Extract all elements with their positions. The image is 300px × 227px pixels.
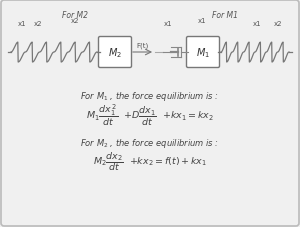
Text: $M_1$: $M_1$ (196, 46, 210, 60)
Text: x1: x1 (164, 21, 172, 27)
Text: x2: x2 (274, 21, 282, 27)
Text: $M_1\dfrac{dx_1^{\,2}}{dt}$  $+ D\dfrac{dx_1}{dt}$  $+ kx_1 = kx_2$: $M_1\dfrac{dx_1^{\,2}}{dt}$ $+ D\dfrac{d… (86, 102, 214, 127)
Text: x1: x1 (253, 21, 261, 27)
Text: x1: x1 (198, 18, 206, 24)
Text: x2: x2 (71, 18, 79, 24)
Text: x2: x2 (34, 21, 42, 27)
Text: F(t): F(t) (136, 43, 148, 49)
Text: $M_2\dfrac{dx_2}{dt}$  $+ kx_2 = f(t) + kx_1$: $M_2\dfrac{dx_2}{dt}$ $+ kx_2 = f(t) + k… (93, 150, 207, 173)
Text: $M_2$: $M_2$ (108, 46, 122, 60)
Text: For $M_1$ , the force equilibrium is :: For $M_1$ , the force equilibrium is : (80, 89, 220, 102)
Text: x1: x1 (18, 21, 26, 27)
Text: For M2: For M2 (62, 10, 88, 20)
Text: For $M_2$ , the force equilibrium is :: For $M_2$ , the force equilibrium is : (80, 136, 220, 149)
FancyBboxPatch shape (187, 37, 220, 68)
FancyBboxPatch shape (98, 37, 131, 68)
Text: For M1: For M1 (212, 10, 238, 20)
